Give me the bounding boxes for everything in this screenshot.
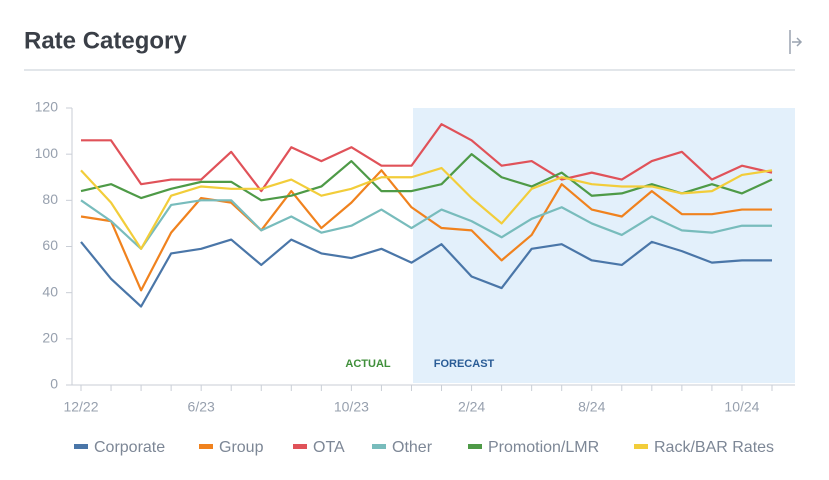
y-tick-label: 0 [50, 376, 58, 392]
chart-title: Rate Category [24, 27, 187, 54]
legend-label: Promotion/LMR [488, 439, 599, 456]
legend-swatch [199, 444, 213, 449]
series-line [80, 153, 773, 202]
y-tick-label: 60 [42, 237, 58, 253]
x-tick-label: 12/22 [63, 399, 98, 415]
forecast-region [413, 108, 795, 383]
legend-swatch [372, 444, 386, 449]
x-tick-label: 2/24 [458, 399, 485, 415]
legend-label: OTA [313, 439, 345, 456]
legend-label: Rack/BAR Rates [654, 439, 774, 456]
forecast-label: FORECAST [434, 358, 495, 370]
series-line [80, 166, 773, 250]
y-tick-label: 20 [42, 330, 58, 346]
x-tick-label: 10/24 [724, 399, 759, 415]
series-line [81, 123, 773, 193]
actual-label: ACTUAL [345, 358, 390, 370]
collapse-icon[interactable] [789, 30, 803, 54]
y-tick-label: 80 [42, 191, 58, 207]
legend-label: Group [219, 439, 264, 456]
x-tick-label: 10/23 [334, 399, 369, 415]
y-tick-label: 120 [35, 99, 59, 115]
y-tick-label: 100 [35, 145, 59, 161]
series-line [80, 238, 772, 308]
x-tick-label: 6/23 [188, 399, 215, 415]
x-tick-label: 8/24 [578, 399, 605, 415]
legend-swatch [468, 444, 482, 449]
legend-swatch [293, 444, 307, 449]
legend-label: Other [392, 439, 433, 456]
legend-label: Corporate [94, 439, 165, 456]
y-tick-label: 40 [42, 283, 58, 299]
legend-swatch [74, 444, 88, 449]
series-line [80, 199, 772, 250]
legend-swatch [634, 444, 648, 449]
